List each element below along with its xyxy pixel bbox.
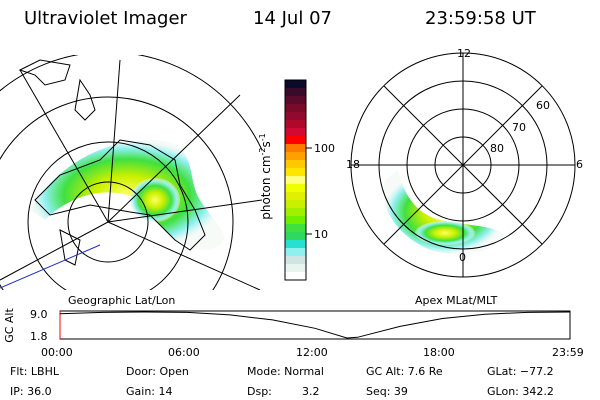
geographic-label: Geographic Lat/Lon (68, 294, 176, 307)
altitude-ytick-9: 9.0 (30, 308, 48, 321)
colorbar-swatch (285, 136, 306, 145)
colorbar-swatch (285, 144, 306, 153)
colorbar-swatch (285, 264, 306, 273)
colorbar-swatch (285, 104, 306, 113)
colorbar-swatch (285, 112, 306, 121)
colorbar (285, 80, 306, 281)
filter-status: Flt: LBHL (10, 365, 59, 378)
ip-status: IP: 36.0 (10, 385, 52, 398)
time-tick: 00:00 (41, 346, 73, 359)
colorbar-swatch (285, 88, 306, 97)
coastline (34, 139, 206, 251)
colorbar-swatch (285, 200, 306, 209)
seq-status: Seq: 39 (366, 385, 408, 398)
glon-status: GLon: 342.2 (487, 385, 554, 398)
date-label: 14 Jul 07 (253, 8, 332, 29)
lat-label-70: 70 (512, 121, 526, 134)
colorbar-unit-s: s (258, 141, 273, 148)
mode-status: Mode: Normal (247, 365, 324, 378)
colorbar-swatch (285, 224, 306, 233)
colorbar-swatch (285, 152, 306, 161)
gc-alt-status: GC Alt: 7.6 Re (366, 365, 443, 378)
colorbar-swatch (285, 248, 306, 257)
instrument-title: Ultraviolet Imager (24, 8, 187, 29)
colorbar-swatch (285, 160, 306, 169)
time-tick: 18:00 (423, 346, 455, 359)
colorbar-swatch (285, 192, 306, 201)
colorbar-swatch (285, 168, 306, 177)
colorbar-exp2: -1 (257, 133, 267, 142)
mlt-label-6: 6 (576, 158, 583, 171)
time-label: 23:59:58 UT (425, 8, 536, 29)
mlt-label-12: 12 (457, 47, 471, 60)
mlt-label-0: 0 (459, 251, 466, 264)
mlt-label-18: 18 (346, 158, 360, 171)
colorbar-tick-100: 100 (314, 142, 335, 155)
colorbar-exp1: -2 (257, 147, 267, 156)
altitude-ytick-1.8: 1.8 (30, 330, 48, 343)
colorbar-unit: photon cm (258, 155, 273, 220)
colorbar-label: photon cm-2s-1 (257, 133, 273, 220)
door-status: Door: Open (126, 365, 189, 378)
time-tick: 12:00 (296, 346, 328, 359)
altitude-series-line (59, 311, 571, 339)
apex-polar-map (383, 170, 505, 255)
time-tick: 06:00 (168, 346, 200, 359)
geographic-map (0, 55, 262, 290)
apex-label: Apex MLat/MLT (415, 294, 498, 307)
colorbar-swatch (285, 208, 306, 217)
colorbar-swatch (285, 176, 306, 185)
gain-status: Gain: 14 (126, 385, 173, 398)
colorbar-swatch (285, 232, 306, 241)
colorbar-swatch (285, 184, 306, 193)
lat-label-60: 60 (536, 99, 550, 112)
colorbar-tick-10: 10 (314, 228, 328, 241)
aurora-oval-geo (30, 140, 225, 250)
colorbar-swatch (285, 256, 306, 265)
dsp-label: Dsp: (247, 385, 272, 398)
colorbar-swatch (285, 216, 306, 225)
colorbar-swatch (285, 240, 306, 249)
altitude-ylabel: GC Alt (2, 308, 16, 343)
dsp-value: 3.2 (302, 385, 320, 398)
colorbar-swatch (285, 96, 306, 105)
colorbar-swatch (285, 128, 306, 137)
lat-circle (67, 181, 149, 263)
glat-status: GLat: −77.2 (487, 365, 554, 378)
colorbar-swatch (285, 120, 306, 129)
colorbar-swatch (285, 272, 306, 281)
colorbar-swatch (285, 80, 306, 89)
time-tick: 23:59 (552, 346, 584, 359)
lat-label-80: 80 (490, 142, 504, 155)
